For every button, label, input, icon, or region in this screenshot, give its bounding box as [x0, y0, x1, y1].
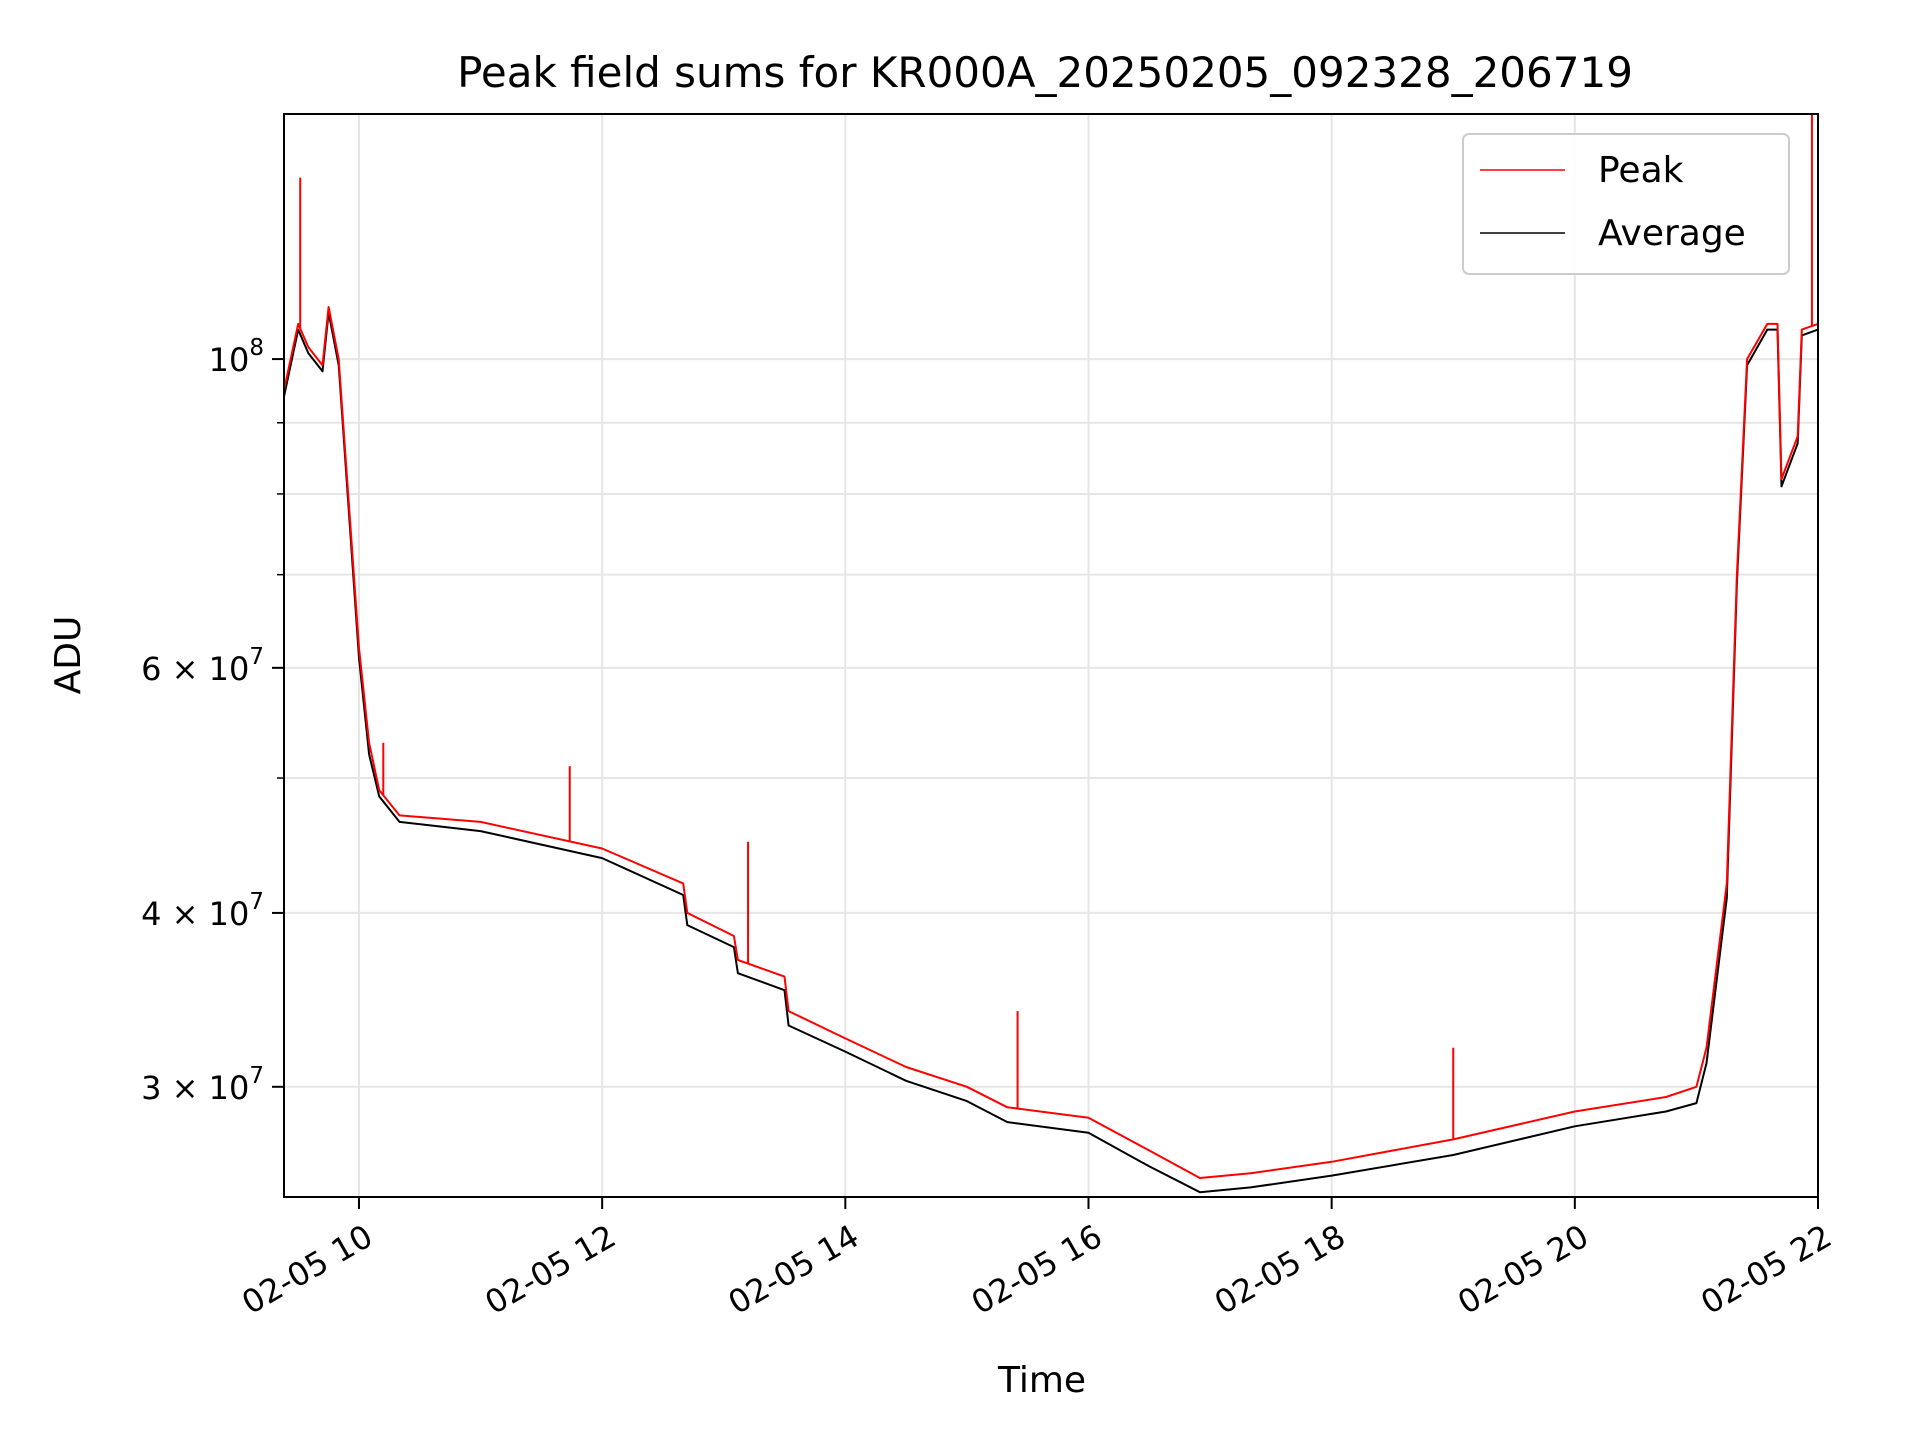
- plot-frame: [283, 113, 1819, 1198]
- series-line-peak: [284, 306, 1818, 1179]
- y-tick-label: 6 × 107: [141, 644, 264, 688]
- legend-label-peak: Peak: [1598, 150, 1684, 191]
- legend-label-average: Average: [1598, 213, 1746, 254]
- y-tick-label: 108: [209, 335, 264, 379]
- y-tick-label: 4 × 107: [141, 889, 264, 933]
- y-axis-label: ADU: [48, 616, 89, 695]
- y-axis-ticks: 108 6 × 107 4 × 107 3 × 107: [141, 335, 284, 1107]
- chart-title: Peak field sums for KR000A_20250205_0923…: [457, 48, 1633, 97]
- legend-box: [1462, 133, 1790, 275]
- legend: Peak Average: [1462, 133, 1790, 275]
- y-tick-label: 3 × 107: [141, 1063, 264, 1107]
- x-axis-label: Time: [997, 1360, 1086, 1401]
- plot-series: [284, 114, 1818, 1194]
